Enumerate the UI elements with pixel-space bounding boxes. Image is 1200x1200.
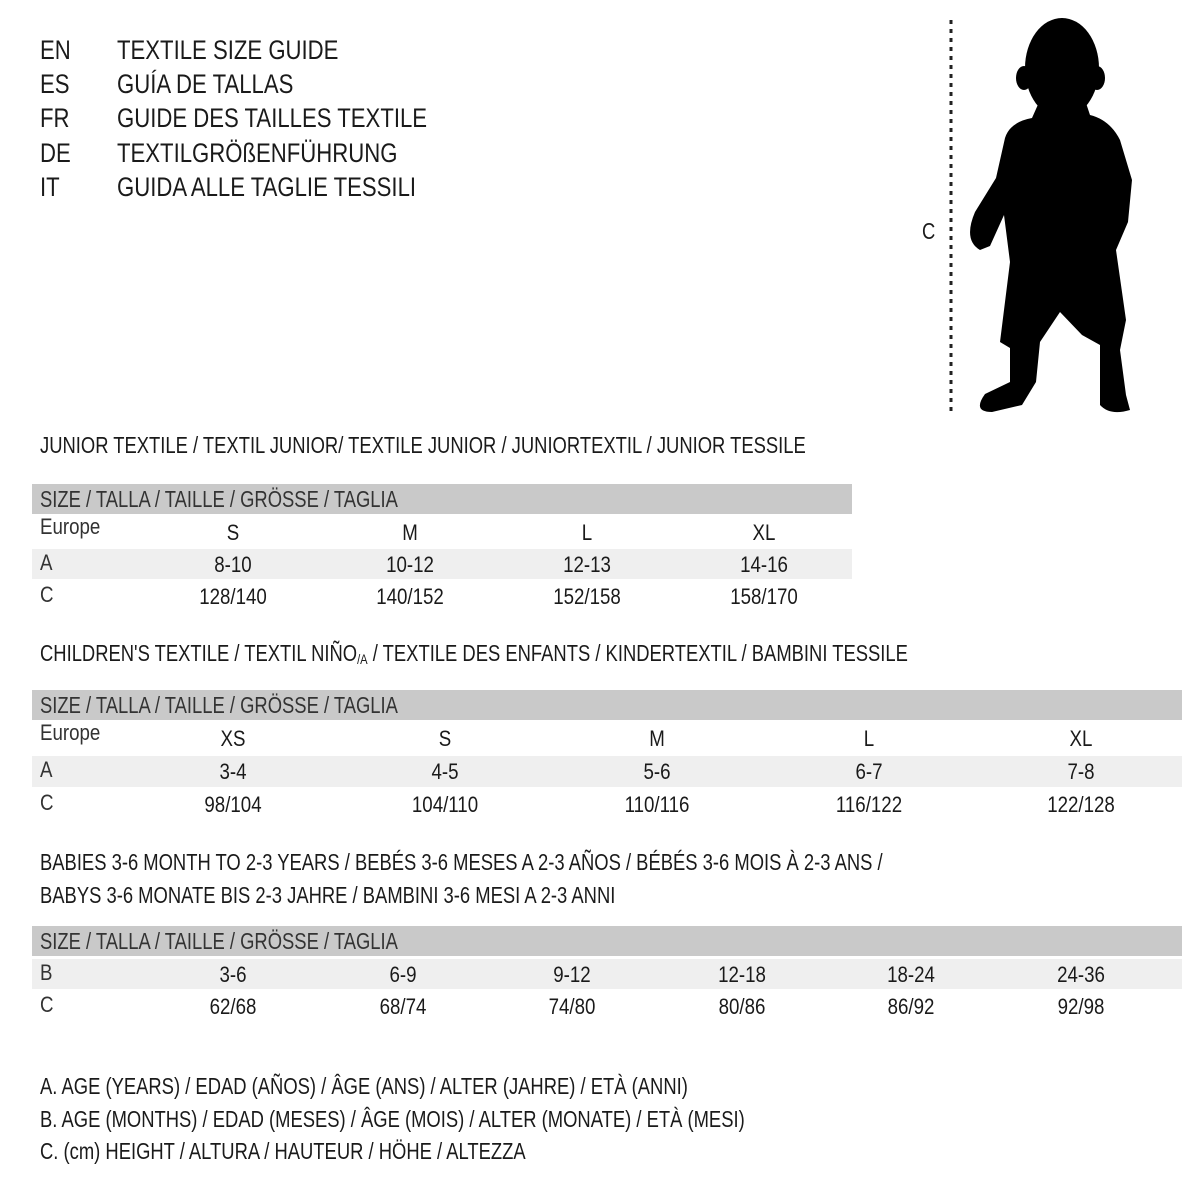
size-header-label: SIZE / TALLA / TAILLE / GRÖSSE / TAGLIA — [40, 928, 398, 954]
junior-section-title: JUNIOR TEXTILE / TEXTIL JUNIOR/ TEXTILE … — [40, 432, 806, 458]
table-cell: 98/104 — [204, 792, 262, 817]
table-cell: 152/158 — [553, 584, 621, 609]
table-cell: 3-4 — [219, 759, 247, 784]
table-cell: 3-6 — [219, 962, 247, 987]
table-cell: XL — [752, 520, 776, 545]
table-cell: 10-12 — [386, 552, 434, 577]
table-cell: S — [226, 520, 240, 545]
table-cell: 158/170 — [730, 584, 798, 609]
table-cell: 140/152 — [376, 584, 444, 609]
size-header-label: SIZE / TALLA / TAILLE / GRÖSSE / TAGLIA — [40, 692, 398, 718]
size-header-band — [32, 484, 852, 514]
children-title-rest: / TEXTILE DES ENFANTS / KINDERTEXTIL / B… — [367, 640, 908, 666]
lang-code-en: EN — [40, 35, 71, 65]
table-cell: 24-36 — [1057, 962, 1105, 987]
row-label: C — [40, 992, 54, 1017]
children-section-title: CHILDREN'S TEXTILE / TEXTIL NIÑO/A / TEX… — [40, 640, 908, 672]
row-shade — [32, 549, 852, 579]
table-cell: M — [402, 520, 418, 545]
title-es: GUÍA DE TALLAS — [117, 69, 294, 99]
table-cell: 80/86 — [718, 994, 766, 1019]
row-label: Europe — [40, 514, 101, 539]
table-cell: 4-5 — [431, 759, 459, 784]
table-cell: 128/140 — [199, 584, 267, 609]
lang-code-it: IT — [40, 172, 60, 202]
title-it: GUIDA ALLE TAGLIE TESSILI — [117, 172, 417, 202]
size-header-label: SIZE / TALLA / TAILLE / GRÖSSE / TAGLIA — [40, 486, 398, 512]
row-shade — [32, 959, 1182, 989]
table-cell: 104/110 — [411, 792, 479, 817]
table-cell: 122/128 — [1047, 792, 1115, 817]
legend-a: A. AGE (YEARS) / EDAD (AÑOS) / ÂGE (ANS)… — [40, 1073, 688, 1099]
legend-c: C. (cm) HEIGHT / ALTURA / HAUTEUR / HÖHE… — [40, 1138, 526, 1164]
table-cell: 110/116 — [624, 792, 690, 817]
table-cell: 18-24 — [887, 962, 936, 987]
table-cell: L — [863, 726, 875, 751]
size-header-band — [32, 926, 1182, 956]
table-cell: 12-13 — [563, 552, 611, 577]
table-cell: 14-16 — [740, 552, 788, 577]
row-label: Europe — [40, 720, 101, 745]
table-cell: 6-7 — [855, 759, 883, 784]
row-label: C — [40, 790, 54, 815]
lang-code-es: ES — [40, 69, 70, 99]
row-shade — [32, 756, 1182, 787]
table-cell: S — [438, 726, 452, 751]
babies-section-title-line1: BABIES 3-6 MONTH TO 2-3 YEARS / BEBÉS 3-… — [40, 849, 883, 875]
row-label: B — [40, 960, 53, 985]
table-cell: 68/74 — [379, 994, 426, 1019]
table-cell: 5-6 — [643, 759, 671, 784]
title-en: TEXTILE SIZE GUIDE — [117, 35, 339, 65]
table-cell: L — [581, 520, 593, 545]
lang-code-fr: FR — [40, 103, 70, 133]
table-cell: 116/122 — [835, 792, 903, 817]
lang-code-de: DE — [40, 138, 71, 168]
table-cell: 9-12 — [553, 962, 591, 987]
table-cell: XS — [220, 726, 246, 751]
size-header-band — [32, 690, 1182, 720]
legend-b: B. AGE (MONTHS) / EDAD (MESES) / ÂGE (MO… — [40, 1106, 745, 1132]
row-label: A — [40, 757, 53, 782]
table-cell: 12-18 — [717, 962, 766, 987]
table-cell: M — [649, 726, 665, 751]
child-silhouette-icon — [949, 18, 1132, 415]
row-label: C — [40, 582, 54, 607]
table-cell: 86/92 — [887, 994, 935, 1019]
table-cell: 6-9 — [389, 962, 417, 987]
height-label: C — [922, 218, 936, 244]
table-cell: 62/68 — [209, 994, 257, 1019]
children-title-suffix: /A — [357, 651, 368, 667]
table-cell: 74/80 — [548, 994, 596, 1019]
table-cell: XL — [1069, 726, 1093, 751]
title-de: TEXTILGRÖßENFÜHRUNG — [117, 138, 398, 168]
table-cell: 8-10 — [214, 552, 252, 577]
children-title-part: CHILDREN'S TEXTILE / TEXTIL NIÑO — [40, 640, 358, 666]
table-cell: 92/98 — [1057, 994, 1105, 1019]
table-cell: 7-8 — [1067, 759, 1095, 784]
babies-section-title-line2: BABYS 3-6 MONATE BIS 2-3 JAHRE / BAMBINI… — [40, 882, 616, 908]
title-fr: GUIDE DES TAILLES TEXTILE — [117, 103, 428, 133]
row-label: A — [40, 550, 53, 575]
